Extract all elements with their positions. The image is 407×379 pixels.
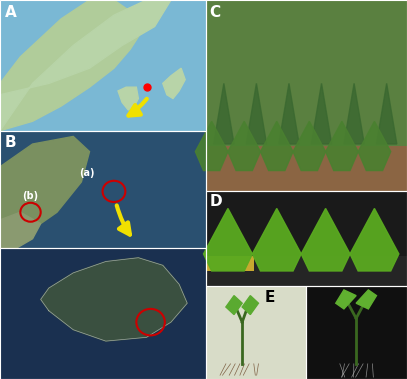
Polygon shape (214, 83, 234, 144)
Polygon shape (293, 121, 326, 171)
Text: E: E (265, 290, 275, 305)
FancyBboxPatch shape (206, 256, 407, 286)
FancyBboxPatch shape (206, 286, 306, 379)
Polygon shape (0, 212, 41, 248)
Polygon shape (0, 0, 142, 131)
FancyBboxPatch shape (0, 248, 206, 379)
Polygon shape (279, 83, 299, 144)
Polygon shape (301, 208, 350, 271)
Polygon shape (260, 121, 293, 171)
Polygon shape (163, 68, 185, 99)
Polygon shape (344, 83, 364, 144)
Polygon shape (336, 290, 356, 309)
Polygon shape (326, 121, 358, 171)
FancyBboxPatch shape (0, 0, 206, 131)
Text: D: D (210, 194, 222, 209)
Polygon shape (246, 83, 267, 144)
Polygon shape (41, 258, 187, 341)
Polygon shape (311, 83, 332, 144)
Polygon shape (252, 208, 301, 271)
FancyBboxPatch shape (206, 0, 407, 191)
FancyBboxPatch shape (206, 256, 254, 271)
Polygon shape (0, 0, 171, 131)
Text: (b): (b) (22, 191, 39, 200)
Polygon shape (195, 121, 228, 171)
FancyBboxPatch shape (306, 286, 407, 379)
Polygon shape (358, 121, 391, 171)
Polygon shape (228, 121, 260, 171)
FancyBboxPatch shape (206, 191, 407, 286)
Polygon shape (0, 136, 90, 248)
FancyBboxPatch shape (0, 131, 206, 248)
Text: (a): (a) (79, 168, 95, 178)
Text: A: A (5, 5, 17, 20)
Polygon shape (118, 87, 138, 110)
FancyBboxPatch shape (206, 146, 407, 191)
Polygon shape (226, 296, 242, 315)
Text: C: C (210, 5, 221, 20)
Polygon shape (350, 208, 399, 271)
Polygon shape (376, 83, 397, 144)
Polygon shape (204, 208, 252, 271)
Polygon shape (242, 296, 258, 315)
Polygon shape (356, 290, 376, 309)
Text: B: B (5, 135, 17, 150)
